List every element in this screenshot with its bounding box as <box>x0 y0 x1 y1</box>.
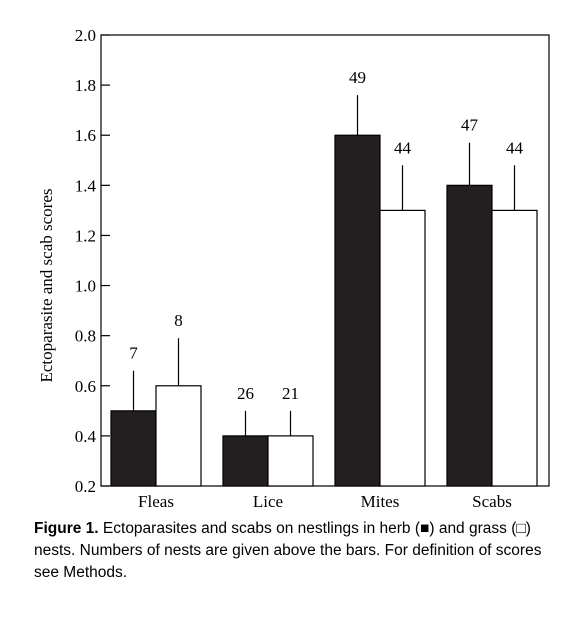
nest-count-label: 47 <box>461 116 479 135</box>
category-label: Scabs <box>472 492 512 511</box>
nest-count-label: 44 <box>506 138 524 157</box>
nest-count-label: 7 <box>129 344 138 363</box>
nest-count-label: 21 <box>282 384 299 403</box>
bar <box>267 435 314 487</box>
y-tick-label: 1.0 <box>75 277 96 296</box>
category-label: Lice <box>253 492 283 511</box>
y-tick-label: 0.6 <box>75 377 96 396</box>
caption-text: Ectoparasites and scabs on nestlings in … <box>34 520 542 581</box>
plot-frame <box>100 34 550 487</box>
y-tick-label: 0.2 <box>75 477 96 496</box>
y-tick-label: 1.2 <box>75 226 96 245</box>
y-tick-label: 0.8 <box>75 327 96 346</box>
nest-count-label: 8 <box>174 311 183 330</box>
y-axis-title: Ectoparasite and scab scores <box>37 189 56 383</box>
bar <box>379 209 426 487</box>
bar <box>155 385 202 487</box>
y-tick-label: 0.4 <box>75 427 97 446</box>
nest-count-label: 44 <box>394 138 412 157</box>
bar <box>110 410 157 487</box>
bar <box>446 184 493 487</box>
y-tick-label: 1.4 <box>75 176 97 195</box>
caption-label: Figure 1. <box>34 520 99 537</box>
bar <box>334 134 381 487</box>
chart-axes <box>100 34 550 487</box>
category-label: Mites <box>361 492 400 511</box>
y-tick-label: 1.8 <box>75 76 96 95</box>
figure-caption: Figure 1. Ectoparasites and scabs on nes… <box>34 518 564 584</box>
chart-labels: 0.2 0.4 0.6 0.8 1.0 1.2 1.4 1.6 1.8 2.0 7 8 Fleas 26 2… <box>75 26 524 511</box>
nest-count-label: 49 <box>349 68 366 87</box>
bar <box>222 435 269 487</box>
bar-chart: 0.2 0.4 0.6 0.8 1.0 1.2 1.4 1.6 1.8 2.0 7 8 Fleas 26 2… <box>37 26 550 511</box>
category-label: Fleas <box>138 492 174 511</box>
nest-count-label: 26 <box>237 384 254 403</box>
bar <box>491 209 538 487</box>
chart-bars <box>110 95 538 487</box>
y-tick-label: 1.6 <box>75 126 96 145</box>
y-tick-label: 2.0 <box>75 26 96 45</box>
